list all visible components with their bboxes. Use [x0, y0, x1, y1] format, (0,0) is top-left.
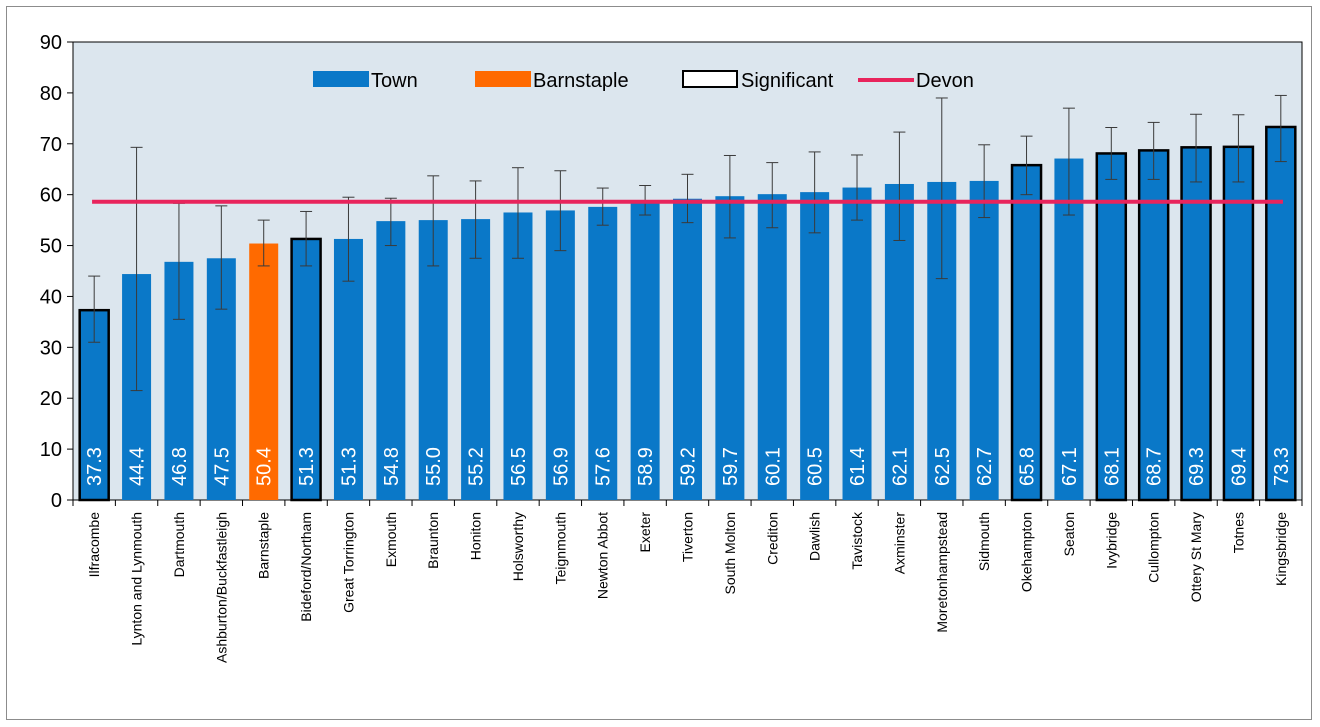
data-label: 51.3: [338, 447, 360, 486]
data-label: 37.3: [84, 447, 106, 486]
category-label: Lynton and Lynmouth: [129, 512, 145, 646]
data-label: 51.3: [296, 447, 318, 486]
category-label: Braunton: [425, 512, 441, 569]
bar-totnes: [1222, 145, 1255, 502]
category-label: Dartmouth: [171, 512, 187, 577]
category-label: Dawlish: [807, 512, 823, 561]
bar-ilfracombe: [78, 308, 110, 502]
data-label: 60.1: [762, 447, 784, 486]
data-label: 47.5: [211, 447, 233, 486]
data-label: 67.1: [1059, 447, 1081, 486]
legend-label: Barnstaple: [533, 70, 629, 92]
bar-barnstaple: [249, 243, 279, 500]
bar-ivybridge: [1095, 152, 1128, 502]
y-tick-label: 80: [40, 83, 62, 105]
y-tick-label: 70: [40, 134, 62, 156]
y-tick-label: 20: [40, 388, 62, 410]
data-label: 68.7: [1144, 447, 1166, 486]
bar-holsworthy: [503, 212, 533, 500]
category-label: Honiton: [468, 512, 484, 560]
category-label: Moretonhampstead: [934, 512, 950, 633]
y-tick-label: 50: [40, 236, 62, 258]
data-label: 58.9: [635, 447, 657, 486]
category-label: Axminster: [891, 512, 907, 575]
category-label: Okehampton: [1019, 512, 1035, 592]
data-label: 62.1: [889, 447, 911, 486]
bar-crediton: [757, 194, 787, 500]
data-label: 68.1: [1101, 447, 1123, 486]
category-label: Teignmouth: [552, 512, 568, 584]
category-label: Barnstaple: [256, 512, 272, 579]
y-tick-label: 30: [40, 337, 62, 359]
y-tick-label: 0: [51, 490, 62, 512]
bar-south-molton: [715, 196, 745, 500]
bar-cullompton: [1137, 149, 1170, 502]
bar-tiverton: [673, 198, 702, 500]
category-label: Tiverton: [680, 512, 696, 562]
bar-newton-abbot: [588, 206, 618, 500]
category-label: Great Torrington: [340, 512, 356, 613]
category-label: Tavistock: [849, 511, 865, 570]
data-label: 62.7: [974, 447, 996, 486]
category-label: Ivybridge: [1103, 512, 1119, 569]
bar-great-torrington: [333, 238, 363, 500]
data-label: 62.5: [932, 447, 954, 486]
category-label: Bideford/Northam: [298, 512, 314, 622]
data-label: 57.6: [593, 447, 615, 486]
data-label: 61.4: [847, 447, 869, 486]
data-label: 55.0: [423, 447, 445, 486]
data-label: 50.4: [254, 447, 276, 486]
category-label: Newton Abbot: [595, 512, 611, 599]
data-label: 59.2: [678, 447, 700, 486]
y-tick-label: 40: [40, 286, 62, 308]
legend-label: Significant: [741, 70, 834, 92]
data-label: 59.7: [720, 447, 742, 486]
y-tick-label: 60: [40, 185, 62, 207]
category-label: Ilfracombe: [86, 512, 102, 578]
data-label: 55.2: [466, 447, 488, 486]
bar-braunton: [418, 220, 448, 500]
data-label: 65.8: [1017, 447, 1039, 486]
y-tick-label: 90: [40, 32, 62, 54]
bar-teignmouth: [545, 210, 575, 501]
bar-sidmouth: [969, 180, 999, 500]
category-label: South Molton: [722, 512, 738, 595]
bar-ottery-st-mary: [1180, 146, 1212, 502]
category-label: Crediton: [764, 512, 780, 565]
legend-label: Devon: [916, 70, 974, 92]
category-label: Holsworthy: [510, 512, 526, 581]
data-label: 44.4: [127, 447, 149, 486]
data-label: 54.8: [381, 447, 403, 486]
data-label: 69.3: [1186, 447, 1208, 486]
data-label: 56.9: [550, 447, 572, 486]
bar-tavistock: [842, 187, 872, 500]
bar-dawlish: [800, 192, 830, 500]
category-label: Totnes: [1230, 512, 1246, 553]
category-label: Ashburton/Buckfastleigh: [213, 512, 229, 663]
category-label: Ottery St Mary: [1188, 512, 1204, 602]
bar-exeter: [630, 200, 660, 500]
data-label: 73.3: [1271, 447, 1293, 486]
legend-swatch: [682, 70, 738, 88]
legend-swatch: [313, 71, 369, 87]
bar-exmouth: [376, 221, 406, 500]
category-label: Kingsbridge: [1273, 512, 1289, 586]
category-label: Exmouth: [383, 512, 399, 567]
data-label: 46.8: [169, 447, 191, 486]
legend-label: Town: [371, 70, 418, 92]
category-label: Sidmouth: [976, 512, 992, 571]
bar-honiton: [461, 219, 491, 501]
y-tick-label: 10: [40, 439, 62, 461]
bar-okehampton: [1010, 163, 1043, 502]
category-label: Cullompton: [1146, 512, 1162, 583]
bar-bideford-northam: [290, 237, 322, 502]
category-label: Seaton: [1061, 512, 1077, 556]
category-label: Exeter: [637, 512, 653, 553]
legend-swatch: [475, 71, 531, 87]
data-label: 60.5: [805, 447, 827, 486]
data-label: 69.4: [1228, 447, 1250, 486]
data-label: 56.5: [508, 447, 530, 486]
bar-kingsbridge: [1265, 125, 1297, 502]
